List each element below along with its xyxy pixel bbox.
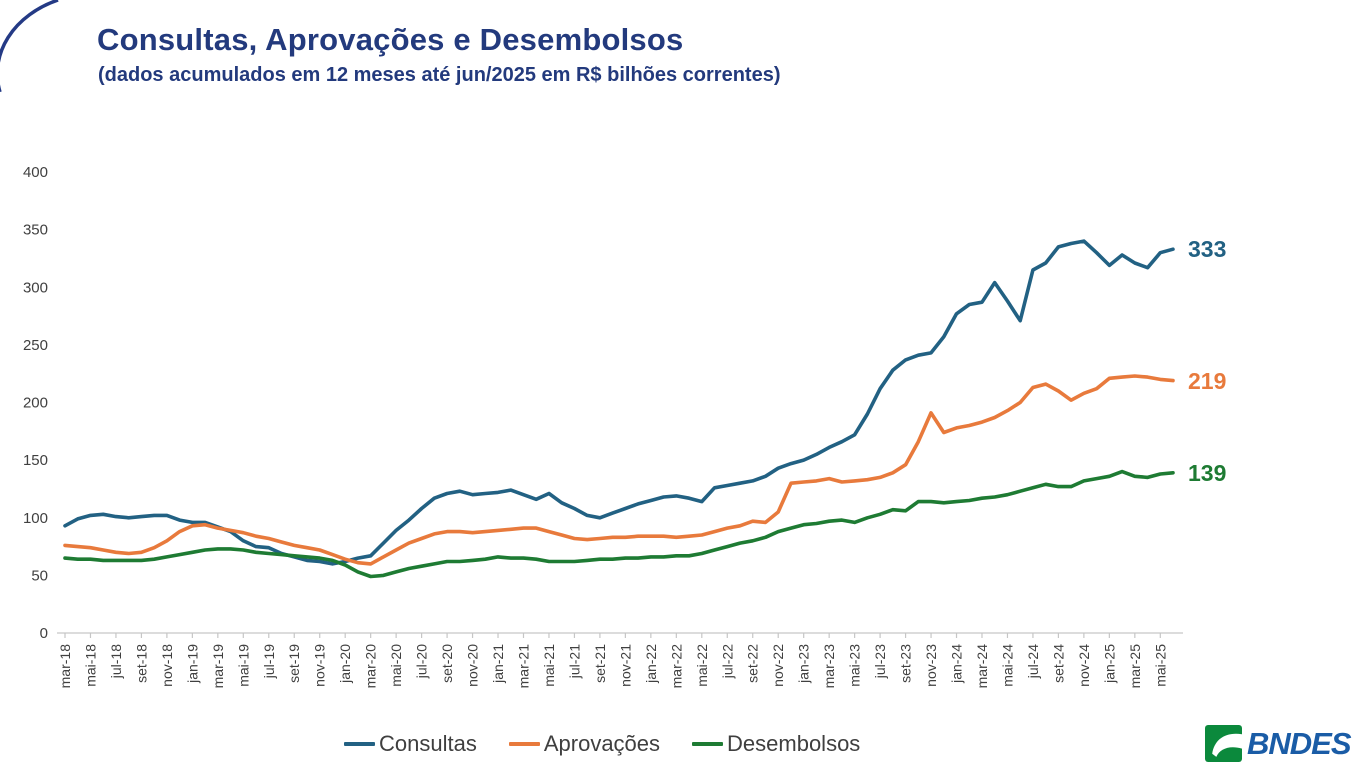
legend-item-consultas: Consultas xyxy=(344,731,477,757)
legend-swatch-consultas xyxy=(344,742,375,746)
x-axis-tick-label: jul-18 xyxy=(108,644,124,679)
x-axis-tick-label: jan-25 xyxy=(1101,644,1117,684)
x-axis-tick-label: jan-22 xyxy=(643,644,659,684)
x-axis-tick-label: nov-18 xyxy=(159,644,175,687)
x-axis-tick-label: jan-24 xyxy=(949,644,965,684)
x-axis-tick-label: nov-21 xyxy=(617,644,633,687)
x-axis-tick-label: nov-20 xyxy=(465,644,481,687)
x-axis-tick-label: nov-22 xyxy=(770,644,786,687)
x-axis-tick-label: mar-18 xyxy=(57,644,73,689)
x-axis-tick-label: set-22 xyxy=(745,644,761,683)
x-axis-tick-label: jul-19 xyxy=(261,644,277,679)
x-axis-tick-label: mar-22 xyxy=(668,644,684,689)
chart-legend: Consultas Aprovações Desembolsos xyxy=(344,731,860,757)
series-line-consultas xyxy=(63,239,1175,566)
x-axis-tick-label: set-21 xyxy=(592,644,608,683)
x-axis-tick-label: mai-20 xyxy=(388,644,404,687)
x-axis-tick-label: mai-18 xyxy=(82,644,98,687)
x-axis-tick-label: jul-20 xyxy=(414,644,430,679)
y-axis-tick-label: 250 xyxy=(23,337,48,354)
bndes-logo: BNDES xyxy=(1205,725,1352,762)
x-axis-tick-label: jul-23 xyxy=(872,644,888,679)
x-axis-tick-label: jul-21 xyxy=(566,644,582,679)
chart-title: Consultas, Aprovações e Desembolsos xyxy=(97,22,684,57)
x-axis-tick-label: set-19 xyxy=(286,644,302,683)
legend-label: Aprovações xyxy=(543,731,661,756)
x-axis-tick-label: set-23 xyxy=(898,644,914,683)
series-line-desembolsos xyxy=(63,469,1175,579)
chart-canvas: 0 50 100 150 200 250 300 350 400 mar-18 mai-18 jul-… xyxy=(23,164,1183,689)
x-axis-tick-label: nov-19 xyxy=(312,644,328,687)
y-axis-tick-label: 350 xyxy=(23,222,48,239)
legend-label: Desembolsos xyxy=(727,731,861,756)
y-axis-tick-label: 0 xyxy=(40,625,48,642)
y-axis-tick-label: 50 xyxy=(31,567,48,584)
y-axis-tick-label: 100 xyxy=(23,510,48,527)
x-axis-tick-label: mar-20 xyxy=(363,644,379,689)
legend-item-desembolsos: Desembolsos xyxy=(692,731,860,757)
line-chart: 0 50 100 150 200 250 300 350 400 mar-18 mai-18 jul-… xyxy=(0,130,1250,730)
end-label-aprovacoes: 219 xyxy=(1188,368,1227,394)
x-axis-tick-label: jan-19 xyxy=(184,644,200,684)
bndes-logo-text: BNDES xyxy=(1247,725,1352,761)
x-axis-tick-label: mar-24 xyxy=(974,644,990,689)
x-axis-tick-label: mai-23 xyxy=(847,644,863,687)
x-axis-tick-label: mar-21 xyxy=(515,644,531,689)
x-axis-tick-label: mai-22 xyxy=(694,644,710,687)
y-axis-tick-label: 400 xyxy=(23,164,48,181)
x-axis-tick-label: nov-23 xyxy=(923,644,939,687)
x-axis-tick-label: jul-22 xyxy=(719,644,735,679)
x-axis-tick-label: mar-23 xyxy=(821,644,837,689)
bndes-logo-mark-icon xyxy=(1205,725,1242,762)
end-label-consultas: 333 xyxy=(1188,236,1227,262)
legend-swatch-aprovacoes xyxy=(508,742,540,746)
chart-subtitle: (dados acumulados em 12 meses até jun/20… xyxy=(98,64,781,86)
x-axis-tick-label: mai-25 xyxy=(1152,644,1168,687)
x-axis-tick-label: mai-21 xyxy=(541,644,557,687)
y-axis-tick-label: 300 xyxy=(23,279,48,296)
y-axis-tick-label: 200 xyxy=(23,395,48,412)
x-axis-tick-label: jan-20 xyxy=(337,644,353,684)
series-line-aprovações xyxy=(63,374,1175,566)
x-axis-tick-label: set-24 xyxy=(1050,644,1066,683)
x-axis-tick-label: nov-24 xyxy=(1076,644,1092,687)
x-axis-tick-label: mar-19 xyxy=(210,644,226,689)
x-axis-tick-label: mai-19 xyxy=(235,644,251,687)
x-axis-tick-label: jan-21 xyxy=(490,644,506,684)
y-axis-tick-label: 150 xyxy=(23,452,48,469)
x-axis-tick-label: jan-23 xyxy=(796,644,812,684)
x-axis-tick-label: mar-25 xyxy=(1127,644,1143,689)
x-axis-tick-label: mai-24 xyxy=(999,644,1015,687)
x-axis-tick-label: set-20 xyxy=(439,644,455,683)
x-axis-tick-label: set-18 xyxy=(133,644,149,683)
end-label-desembolsos: 139 xyxy=(1188,460,1227,486)
legend-swatch-desembolsos xyxy=(692,742,724,746)
legend-item-aprovacoes: Aprovações xyxy=(508,731,661,757)
x-axis-tick-label: jul-24 xyxy=(1025,644,1041,679)
legend-label: Consultas xyxy=(379,731,477,756)
